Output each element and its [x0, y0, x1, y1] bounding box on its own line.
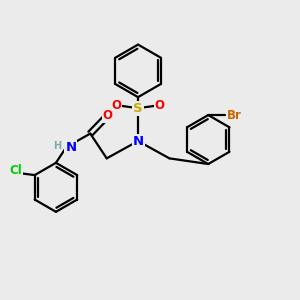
- Text: O: O: [154, 99, 165, 112]
- Text: S: S: [133, 102, 143, 115]
- Text: Cl: Cl: [10, 164, 22, 177]
- Text: N: N: [65, 140, 76, 154]
- Text: N: N: [133, 134, 144, 148]
- Text: H: H: [53, 140, 62, 151]
- Text: O: O: [112, 99, 122, 112]
- Text: O: O: [103, 109, 112, 122]
- Text: Br: Br: [226, 109, 241, 122]
